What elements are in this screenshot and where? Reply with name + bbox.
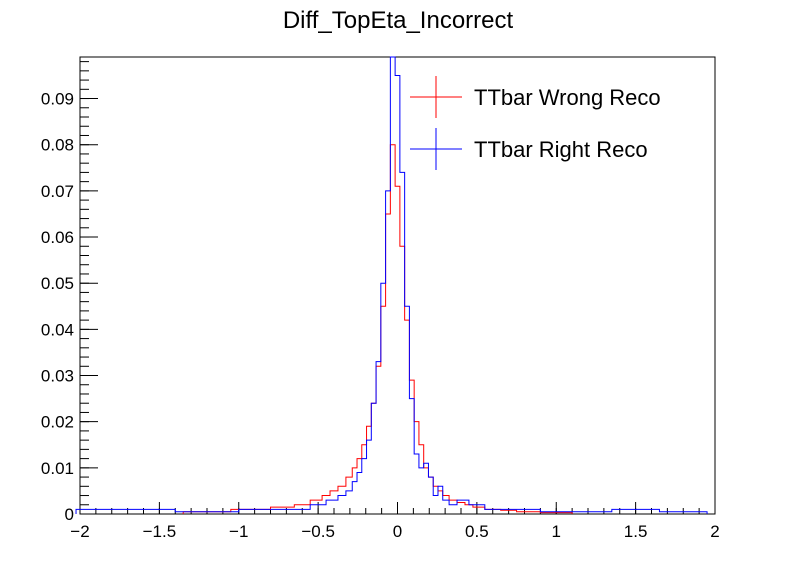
y-tick-label: 0.08 xyxy=(41,136,74,155)
x-tick-label: −1 xyxy=(229,522,248,541)
legend-label: TTbar Wrong Reco xyxy=(474,85,661,110)
histogram-series xyxy=(75,56,708,514)
y-tick-label: 0.06 xyxy=(41,228,74,247)
y-tick-label: 0.04 xyxy=(41,320,74,339)
x-tick-label: −0.5 xyxy=(301,522,335,541)
x-tick-label: −2 xyxy=(70,522,89,541)
x-tick-label: 2 xyxy=(710,522,719,541)
legend-label: TTbar Right Reco xyxy=(474,137,648,162)
x-axis: −2 −1.5 −1 −0.5 0 0.5 1 1.5 2 xyxy=(70,502,720,541)
y-axis: 0 0.01 0.02 0.03 0.04 0.05 0.06 0.07 0.08 0.09 xyxy=(41,61,98,524)
y-tick-label: 0.02 xyxy=(41,413,74,432)
y-tick-label: 0.03 xyxy=(41,367,74,386)
y-tick-label: 0.05 xyxy=(41,274,74,293)
x-tick-label: 1.5 xyxy=(624,522,648,541)
y-tick-label: 0.07 xyxy=(41,182,74,201)
y-tick-label: 0.09 xyxy=(41,90,74,109)
histogram-line xyxy=(182,144,573,514)
x-tick-label: 0.5 xyxy=(465,522,489,541)
y-tick-label: 0 xyxy=(65,505,74,524)
y-tick-label: 0.01 xyxy=(41,459,74,478)
x-tick-label: 1 xyxy=(552,522,561,541)
x-tick-label: 0 xyxy=(393,522,402,541)
chart-title: Diff_TopEta_Incorrect xyxy=(283,7,514,34)
histogram-line xyxy=(75,56,708,514)
x-tick-label: −1.5 xyxy=(143,522,177,541)
legend: TTbar Wrong Reco TTbar Right Reco xyxy=(410,76,661,170)
